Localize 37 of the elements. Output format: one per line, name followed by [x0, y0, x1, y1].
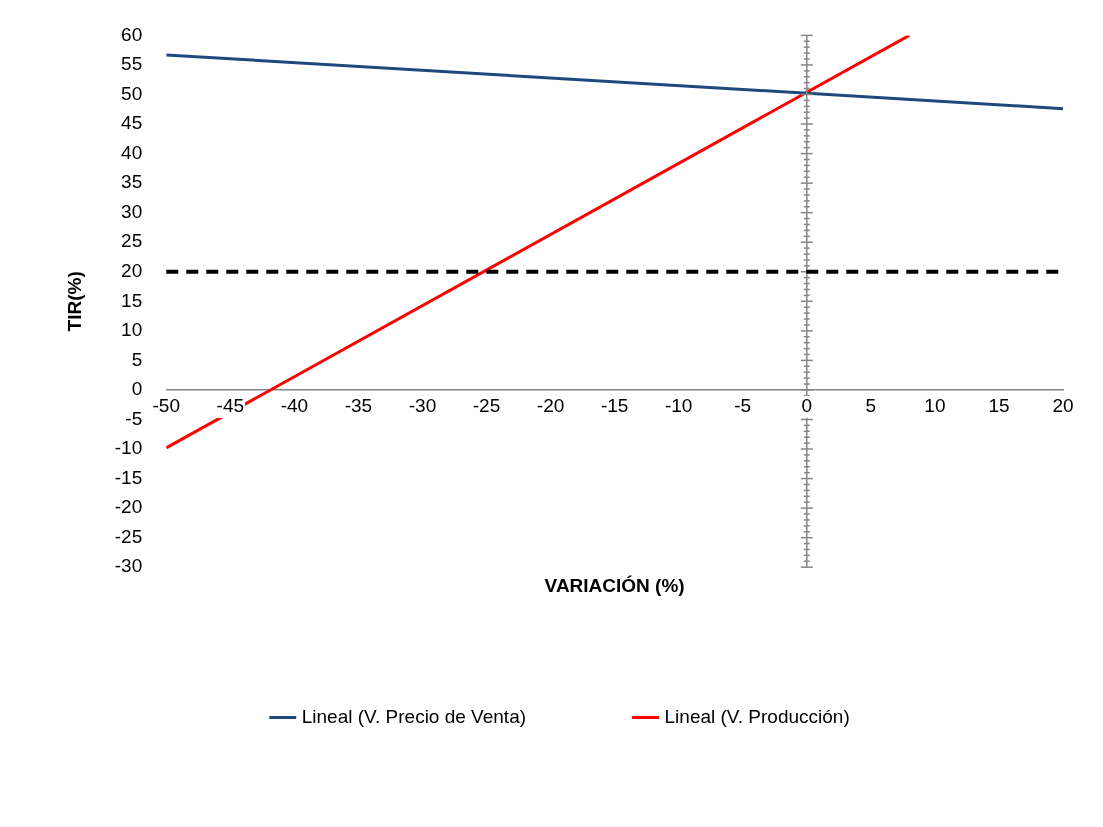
- y-tick-label: -20: [114, 496, 143, 518]
- y-tick-label: 10: [121, 319, 143, 341]
- x-tick-label: -40: [280, 394, 309, 416]
- y-tick-label: -30: [114, 555, 143, 577]
- y-tick-label: 5: [131, 348, 143, 370]
- y-tick-label: 55: [121, 53, 143, 75]
- y-tick-label: -15: [114, 466, 143, 488]
- x-tick-label: 15: [988, 394, 1010, 416]
- y-axis-title: TIR(%): [63, 271, 85, 332]
- x-tick-label: -15: [600, 394, 629, 416]
- legend-label: Lineal (V. Precio de Venta): [301, 705, 527, 727]
- x-tick-label: 5: [865, 394, 877, 416]
- legend-label: Lineal (V. Producción): [664, 705, 850, 727]
- y-tick-label: 45: [121, 112, 143, 134]
- y-tick-label: 50: [121, 82, 143, 104]
- y-tick-label: 40: [121, 141, 143, 163]
- x-tick-label: -30: [408, 394, 437, 416]
- x-axis-title: VARIACIÓN (%): [544, 574, 685, 596]
- y-tick-label: -25: [114, 525, 143, 547]
- y-tick-label: -10: [114, 437, 143, 459]
- x-tick-label: -45: [216, 394, 245, 416]
- y-tick-label: 30: [121, 200, 143, 222]
- x-tick-label: 10: [924, 394, 946, 416]
- x-tick-label: -35: [344, 394, 373, 416]
- x-tick-label: -25: [472, 394, 501, 416]
- x-tick-label: -10: [664, 394, 693, 416]
- y-tick-label: 25: [121, 230, 143, 252]
- y-tick-label: 15: [121, 289, 143, 311]
- x-tick-label: -50: [152, 394, 180, 416]
- y-tick-label: 35: [121, 171, 143, 193]
- x-tick-label: -5: [734, 394, 752, 416]
- y-tick-label: 0: [131, 378, 143, 400]
- y-tick-label: 20: [121, 259, 143, 281]
- x-tick-label: 0: [801, 394, 813, 416]
- x-tick-label: -20: [536, 394, 565, 416]
- x-tick-label: 20: [1052, 394, 1074, 416]
- y-tick-label: 60: [121, 23, 143, 45]
